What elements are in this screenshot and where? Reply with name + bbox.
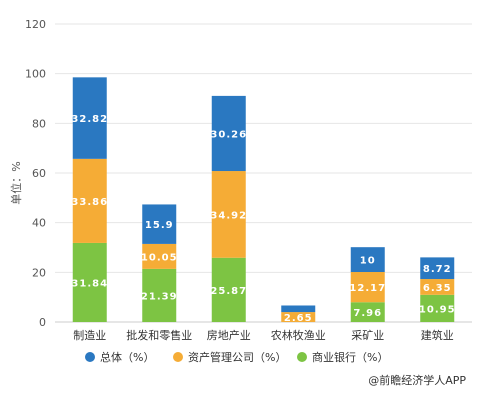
bar-segment xyxy=(420,279,455,295)
y-tick-label: 60 xyxy=(32,167,46,180)
data-labels: 31.84 33.86 32.82 21.39 10.05 15.9 25.87 34.92 3… xyxy=(71,114,456,324)
bar-segment xyxy=(142,268,177,322)
legend-swatch xyxy=(85,352,95,362)
data-label: 6.35 xyxy=(423,283,452,294)
data-label: 12.17 xyxy=(349,283,386,294)
data-label: 31.84 xyxy=(71,278,108,289)
y-axis-ticks: 0 20 40 60 80 100 120 xyxy=(25,18,46,329)
bar-segment xyxy=(350,272,385,303)
bar-segment xyxy=(281,305,316,313)
data-label: 7.96 xyxy=(353,308,382,319)
source-label: @前瞻经济学人APP xyxy=(368,373,466,387)
data-label: 10 xyxy=(360,256,376,267)
category-label: 采矿业 xyxy=(351,329,384,342)
category-label: 批发和零售业 xyxy=(126,328,192,342)
bar-segment xyxy=(420,257,455,280)
data-label: 10.05 xyxy=(141,252,178,263)
bar-segment xyxy=(281,312,316,322)
y-tick-label: 20 xyxy=(32,266,46,279)
legend-swatch xyxy=(173,352,183,362)
bar-segment xyxy=(211,171,246,258)
data-label: 10.95 xyxy=(419,304,456,315)
data-label: 30.26 xyxy=(210,129,247,140)
category-label: 农林牧渔业 xyxy=(271,328,326,342)
data-label: 2.65 xyxy=(284,313,313,324)
y-tick-label: 0 xyxy=(39,316,46,329)
data-label: 33.86 xyxy=(71,197,108,208)
legend-label: 商业银行（%） xyxy=(312,350,388,364)
y-axis-label: 单位：% xyxy=(9,161,23,204)
bars xyxy=(72,77,455,322)
category-label: 房地产业 xyxy=(207,328,251,342)
data-label: 34.92 xyxy=(210,210,247,221)
bar-segment xyxy=(72,77,107,159)
bar-segment xyxy=(211,257,246,322)
data-label: 21.39 xyxy=(141,291,178,302)
data-label: 25.87 xyxy=(210,286,247,297)
legend-swatch xyxy=(297,352,307,362)
bar-segment xyxy=(350,302,385,322)
bar-segment xyxy=(420,294,455,322)
bar-segment xyxy=(211,95,246,172)
category-label: 制造业 xyxy=(73,328,106,342)
bar-segment xyxy=(142,243,177,269)
y-tick-label: 40 xyxy=(32,217,46,230)
y-tick-label: 100 xyxy=(25,68,46,81)
data-label: 15.9 xyxy=(145,220,174,231)
bar-segment xyxy=(350,247,385,273)
grid-lines xyxy=(55,23,472,323)
data-label: 8.72 xyxy=(423,264,452,275)
bar-segment xyxy=(72,242,107,322)
data-label: 32.82 xyxy=(71,114,108,125)
category-label: 建筑业 xyxy=(421,328,454,342)
y-tick-label: 120 xyxy=(25,18,46,31)
bar-segment xyxy=(142,204,177,244)
legend: 总体（%） 资产管理公司（%） 商业银行（%） xyxy=(85,350,388,364)
y-tick-label: 80 xyxy=(32,117,46,130)
x-axis-categories: 制造业 批发和零售业 房地产业 农林牧渔业 采矿业 建筑业 xyxy=(73,328,454,342)
legend-label: 资产管理公司（%） xyxy=(188,350,286,364)
legend-label: 总体（%） xyxy=(100,350,154,364)
bar-segment xyxy=(72,158,107,243)
